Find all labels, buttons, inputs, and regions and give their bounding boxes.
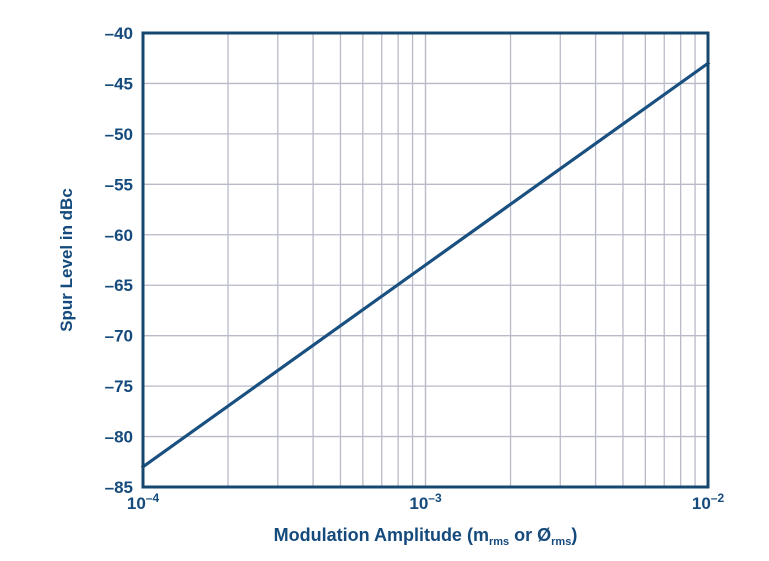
x-tick-base: 10 xyxy=(127,494,146,513)
y-tick-label: –55 xyxy=(105,175,133,194)
y-tick-label: –45 xyxy=(105,74,133,93)
x-axis-title-text: Modulation Amplitude (m xyxy=(274,525,489,545)
x-tick-exponent: –3 xyxy=(428,491,442,505)
x-tick-exponent: –4 xyxy=(146,491,160,505)
y-tick-label: –65 xyxy=(105,276,133,295)
plot-frame xyxy=(141,31,710,489)
x-axis-title-subscript: rms xyxy=(489,536,509,548)
y-tick-label: –50 xyxy=(105,125,133,144)
x-axis-title-text: ) xyxy=(571,525,577,545)
x-tick-exponent: –2 xyxy=(711,491,725,505)
x-tick-base: 10 xyxy=(692,494,711,513)
y-tick-label: –80 xyxy=(105,428,133,447)
x-axis-title-text: or Ø xyxy=(509,525,551,545)
x-tick-label: 10–2 xyxy=(692,491,725,513)
y-tick-label: –70 xyxy=(105,327,133,346)
y-tick-label: –85 xyxy=(105,478,133,497)
y-axis-title: Spur Level in dBc xyxy=(57,188,76,332)
series-line-spur-level-vs-modulation-amplitude xyxy=(140,61,711,470)
x-tick-label: 10–3 xyxy=(409,491,442,513)
x-axis-title: Modulation Amplitude (mrms or Ørms) xyxy=(274,525,578,548)
x-tick-base: 10 xyxy=(409,494,428,513)
x-tick-label: 10–4 xyxy=(127,491,160,513)
y-tick-label: –60 xyxy=(105,226,133,245)
y-tick-label: –40 xyxy=(105,24,133,43)
x-axis-title-subscript: rms xyxy=(551,536,571,548)
y-tick-label: –75 xyxy=(105,377,133,396)
